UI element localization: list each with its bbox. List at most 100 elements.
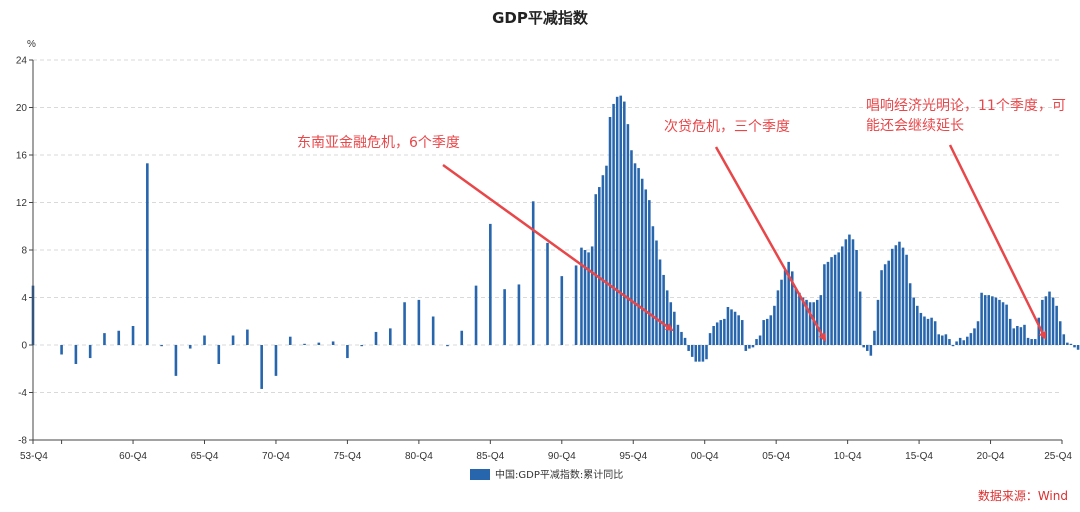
x-tick-label: 20-Q4	[977, 451, 1005, 462]
y-axis-unit: %	[27, 39, 36, 50]
y-tick-label: 8	[21, 246, 27, 257]
bar	[1041, 299, 1044, 346]
bar	[174, 345, 178, 376]
y-tick-label: 12	[16, 198, 28, 209]
bar	[346, 345, 349, 359]
bar	[740, 320, 744, 345]
bar	[417, 299, 421, 346]
x-tick-label: 60-Q4	[119, 451, 147, 462]
bar	[608, 117, 612, 345]
annotation-current-line1: 唱响经济光明论，11个季度，可	[866, 98, 1066, 114]
bar	[598, 187, 601, 345]
bar	[730, 309, 733, 346]
y-tick-label: 0	[21, 341, 27, 352]
bar	[991, 296, 994, 345]
bar	[898, 241, 901, 345]
y-tick-label: 4	[21, 293, 27, 304]
bar	[503, 289, 506, 345]
bar	[517, 284, 521, 345]
bar	[587, 252, 590, 346]
bar	[848, 234, 851, 345]
bar	[758, 335, 762, 345]
bar	[637, 168, 640, 345]
bar	[876, 299, 880, 346]
bar	[669, 302, 673, 345]
bar	[1008, 318, 1012, 346]
bar	[623, 101, 626, 345]
bar	[901, 247, 905, 346]
bar	[698, 345, 701, 362]
bar	[701, 345, 705, 362]
bar	[705, 345, 708, 360]
bar	[1051, 297, 1055, 345]
bar	[844, 239, 848, 345]
bar	[460, 330, 464, 345]
bar	[851, 239, 855, 345]
x-tick-label: 70-Q4	[262, 451, 290, 462]
bar	[633, 163, 637, 345]
bar	[694, 345, 698, 362]
bar	[776, 290, 780, 346]
bar	[303, 343, 306, 345]
bar	[762, 320, 765, 345]
bar	[260, 345, 263, 389]
bar	[926, 318, 930, 346]
bar	[531, 201, 535, 345]
bar	[644, 189, 648, 345]
bar	[489, 223, 492, 346]
bar	[887, 260, 890, 345]
annotations: 东南亚金融危机，6个季度 次贷危机，三个季度 唱响经济光明论，11个季度，可 能…	[297, 98, 1066, 342]
bar	[873, 330, 876, 345]
bar	[317, 342, 321, 346]
bar	[1055, 305, 1058, 345]
bar	[948, 339, 951, 345]
bar	[866, 345, 869, 351]
x-tick-label: 85-Q4	[476, 451, 504, 462]
annotation-asian-crisis: 东南亚金融危机，6个季度	[297, 135, 460, 151]
bar	[980, 292, 983, 345]
bar	[103, 333, 106, 346]
bar	[798, 292, 801, 345]
bar	[665, 290, 669, 346]
arrow-subprime-crisis	[714, 146, 827, 342]
bar	[1019, 327, 1023, 345]
bar	[812, 302, 815, 345]
x-tick-label: 75-Q4	[334, 451, 362, 462]
data-source: 数据来源：Wind	[978, 488, 1068, 503]
bar	[941, 335, 944, 345]
bar	[790, 271, 794, 346]
x-axis-ticks: 53-Q4 60-Q4 65-Q4 70-Q4 75-Q4 80-Q4 85-Q4 90-Q4…	[20, 440, 1072, 462]
bar	[640, 178, 644, 345]
bar	[146, 163, 149, 345]
bar	[783, 270, 787, 345]
bar	[737, 315, 740, 345]
y-tick-label: 24	[16, 56, 28, 67]
bar	[1062, 334, 1066, 345]
bar	[840, 246, 844, 345]
bar	[883, 264, 887, 345]
bar	[708, 333, 712, 346]
bar	[658, 259, 662, 345]
bar	[994, 297, 998, 345]
bar	[1023, 324, 1026, 345]
bar	[891, 248, 894, 345]
bar	[560, 276, 564, 346]
bar	[615, 96, 619, 345]
arrow-current	[948, 144, 1047, 340]
bar	[801, 297, 805, 345]
bar	[969, 333, 973, 346]
x-tick-label: 80-Q4	[405, 451, 433, 462]
bar	[374, 331, 378, 345]
bar	[687, 345, 690, 351]
bar	[474, 285, 478, 346]
bar	[431, 316, 435, 345]
bar	[819, 295, 823, 346]
bar	[765, 318, 769, 346]
bar	[712, 326, 715, 345]
bar	[626, 124, 630, 346]
bar	[605, 165, 608, 345]
x-tick-label: 90-Q4	[548, 451, 576, 462]
bar	[388, 328, 392, 346]
bar	[808, 302, 812, 345]
bar	[958, 337, 962, 346]
